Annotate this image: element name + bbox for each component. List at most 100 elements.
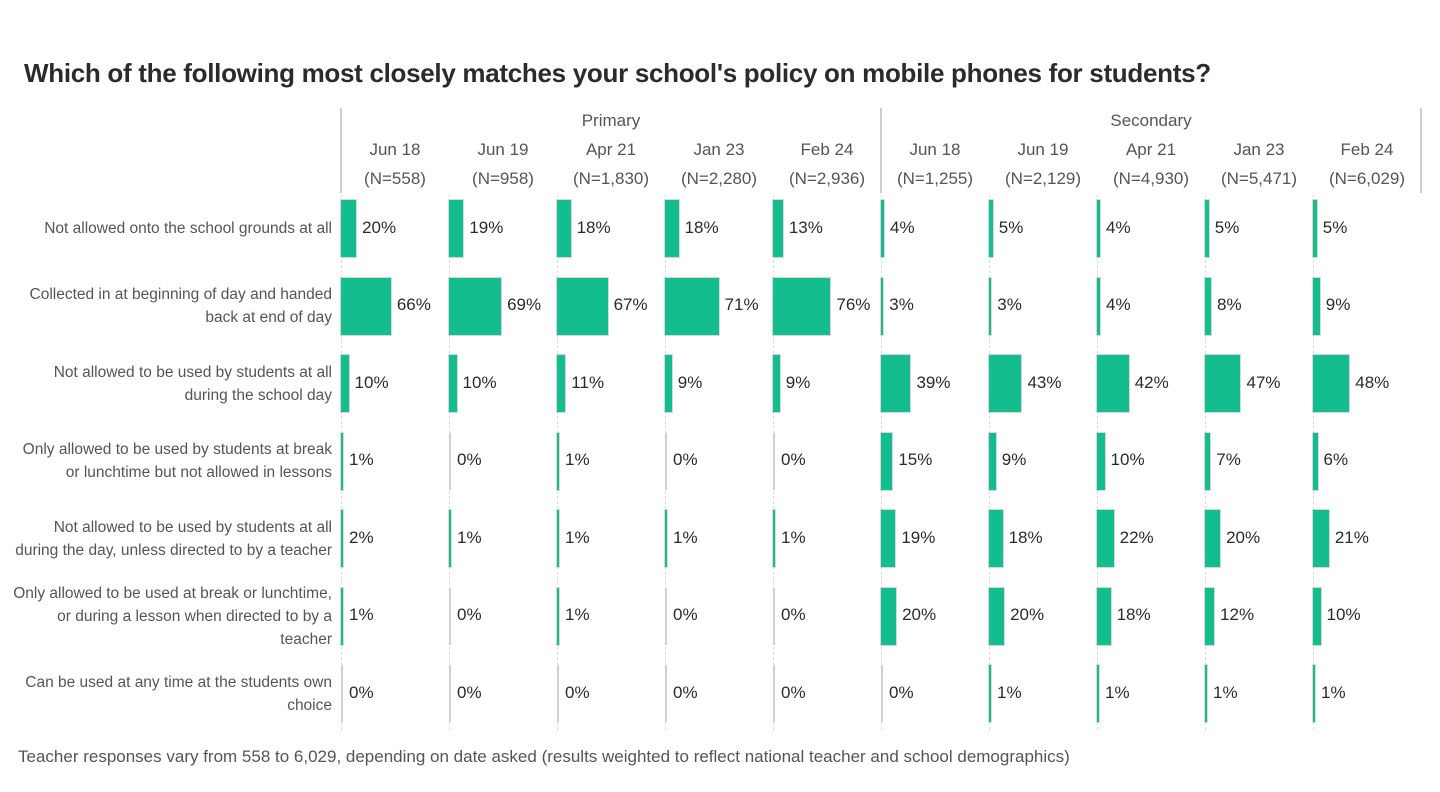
data-label: 5% bbox=[1214, 217, 1240, 237]
bar bbox=[1205, 355, 1241, 412]
column-sample-size: (N=2,280) bbox=[680, 169, 758, 188]
data-label: 22% bbox=[1119, 527, 1154, 547]
column-sample-size: (N=958) bbox=[472, 169, 534, 188]
data-label: 12% bbox=[1220, 605, 1255, 624]
data-label: 1% bbox=[349, 605, 374, 624]
column-sample-size: (N=1,255) bbox=[896, 169, 974, 188]
data-label: 5% bbox=[998, 217, 1024, 237]
bar bbox=[989, 200, 993, 257]
data-label: 9% bbox=[1325, 295, 1351, 314]
bar bbox=[1313, 277, 1320, 335]
bar bbox=[449, 665, 451, 722]
bar bbox=[1313, 355, 1350, 412]
data-label: 20% bbox=[1010, 605, 1045, 624]
data-label: 1% bbox=[781, 527, 806, 547]
data-label: 4% bbox=[890, 217, 915, 237]
data-label: 5% bbox=[1322, 217, 1348, 237]
data-label: 1% bbox=[1213, 682, 1238, 702]
bar bbox=[665, 355, 672, 412]
data-label: 20% bbox=[902, 605, 937, 624]
data-label: 1% bbox=[457, 527, 482, 547]
data-label: 0% bbox=[457, 450, 482, 469]
bar bbox=[449, 510, 451, 567]
bar bbox=[773, 200, 783, 257]
bar bbox=[773, 432, 775, 490]
bar bbox=[557, 510, 559, 567]
data-label: 20% bbox=[1226, 527, 1261, 547]
group-separator bbox=[880, 108, 882, 193]
bar bbox=[341, 355, 349, 412]
bar bbox=[449, 432, 451, 490]
data-label: 19% bbox=[901, 527, 936, 547]
data-label: 18% bbox=[684, 217, 719, 237]
column-sample-size: (N=2,936) bbox=[788, 169, 866, 188]
bar bbox=[1097, 277, 1101, 335]
bar bbox=[881, 432, 893, 490]
chart-footnote: Teacher responses vary from 558 to 6,029… bbox=[18, 747, 1070, 766]
column-sample-size: (N=6,029) bbox=[1328, 169, 1406, 188]
bar bbox=[557, 355, 566, 412]
bar bbox=[557, 277, 608, 335]
bar bbox=[989, 665, 991, 722]
bar bbox=[557, 432, 559, 490]
bar bbox=[773, 355, 780, 412]
data-label: 0% bbox=[457, 682, 482, 702]
category-label: Can be used at any time at the students … bbox=[25, 673, 332, 714]
bar bbox=[881, 277, 884, 335]
column-date-label: Jun 19 bbox=[477, 140, 529, 159]
data-label: 42% bbox=[1134, 372, 1169, 392]
data-label: 1% bbox=[1321, 682, 1346, 702]
data-label: 0% bbox=[457, 605, 482, 624]
data-label: 15% bbox=[898, 450, 933, 469]
column-date-label: Jan 23 bbox=[1233, 140, 1285, 159]
data-label: 67% bbox=[613, 295, 648, 314]
data-label: 6% bbox=[1323, 450, 1349, 469]
bar bbox=[1313, 665, 1315, 722]
data-label: 1% bbox=[673, 527, 698, 547]
column-date-label: Apr 21 bbox=[585, 140, 637, 159]
data-label: 18% bbox=[1116, 605, 1151, 624]
bar bbox=[341, 510, 343, 567]
bar bbox=[773, 510, 775, 567]
bar bbox=[989, 355, 1022, 412]
data-label: 1% bbox=[349, 450, 374, 469]
bar bbox=[881, 510, 896, 567]
bar bbox=[449, 355, 457, 412]
column-sample-size: (N=558) bbox=[364, 169, 426, 188]
data-label: 3% bbox=[997, 295, 1022, 314]
bar bbox=[881, 355, 911, 412]
column-sample-size: (N=4,930) bbox=[1112, 169, 1190, 188]
data-label: 1% bbox=[1105, 682, 1130, 702]
bar bbox=[1313, 200, 1317, 257]
data-label: 9% bbox=[785, 372, 811, 392]
data-label: 10% bbox=[462, 372, 497, 392]
bar bbox=[1205, 587, 1215, 645]
data-label: 0% bbox=[889, 682, 914, 702]
bar bbox=[881, 200, 885, 257]
bar bbox=[665, 665, 667, 722]
bar bbox=[341, 665, 343, 722]
bar bbox=[665, 510, 667, 567]
column-sample-size: (N=5,471) bbox=[1220, 169, 1298, 188]
bar bbox=[881, 665, 883, 722]
data-label: 4% bbox=[1106, 217, 1131, 237]
data-label: 1% bbox=[565, 527, 590, 547]
bar bbox=[773, 665, 775, 722]
column-date-label: Jun 18 bbox=[369, 140, 421, 159]
data-label: 20% bbox=[362, 217, 397, 237]
group-label-secondary: Secondary bbox=[1110, 111, 1192, 130]
bar bbox=[989, 510, 1003, 567]
bar bbox=[1205, 665, 1207, 722]
data-label: 9% bbox=[677, 372, 703, 392]
bar bbox=[665, 587, 667, 645]
bar bbox=[773, 587, 775, 645]
data-label: 76% bbox=[836, 295, 871, 314]
data-label: 0% bbox=[673, 450, 698, 469]
column-date-label: Feb 24 bbox=[1340, 140, 1394, 159]
data-label: 71% bbox=[724, 295, 759, 314]
data-label: 0% bbox=[349, 682, 374, 702]
column-date-label: Feb 24 bbox=[800, 140, 854, 159]
data-label: 1% bbox=[997, 682, 1022, 702]
bar bbox=[665, 277, 719, 335]
column-date-label: Apr 21 bbox=[1125, 140, 1177, 159]
